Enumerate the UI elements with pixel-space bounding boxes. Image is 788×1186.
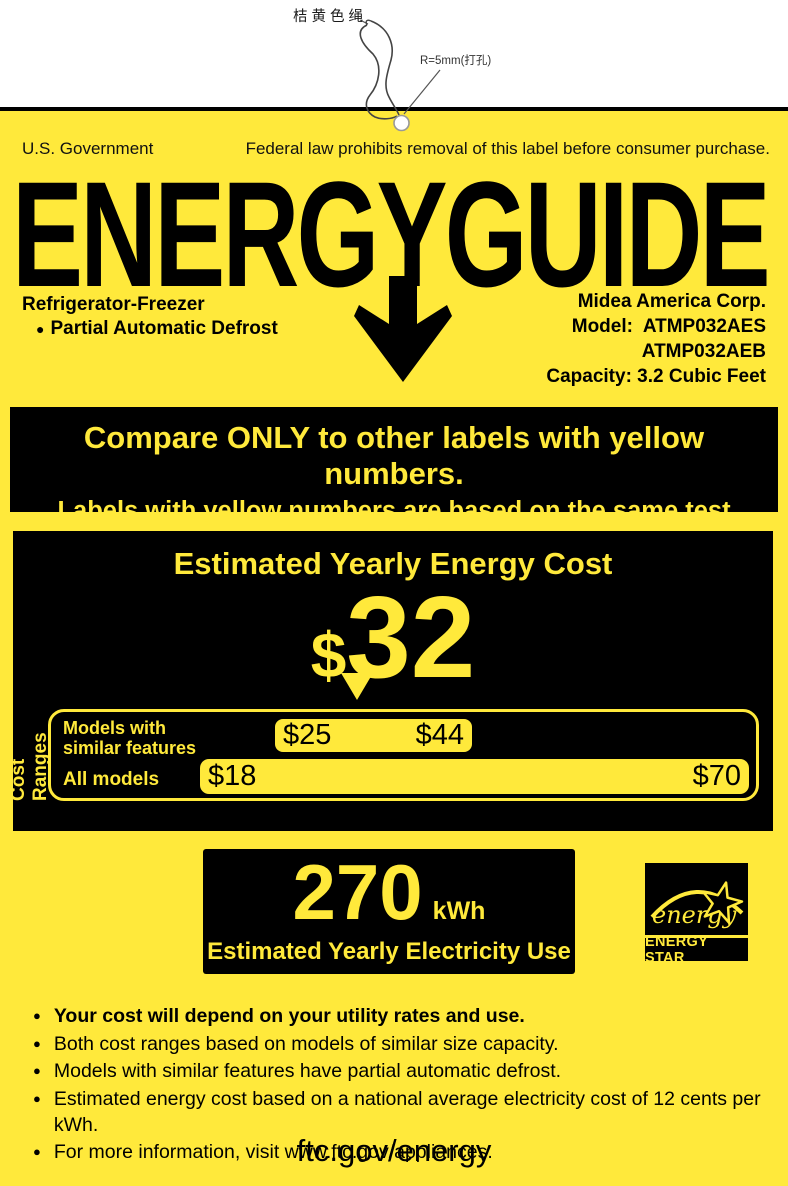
federal-notice-text: Federal law prohibits removal of this la… [245, 139, 770, 158]
electricity-use-panel: 270 kWh Estimated Yearly Electricity Use [203, 849, 575, 974]
hang-string-label: 桔黄色绳 [293, 9, 367, 25]
capacity-text: Capacity: 3.2 Cubic Feet [546, 366, 766, 387]
manufacturer-name: Midea America Corp. [577, 291, 766, 312]
cost-pointer-triangle-icon [341, 673, 373, 700]
similar-models-label: Models with similar features [63, 718, 197, 758]
model-number-1: Model: ATMP032AES [571, 316, 766, 337]
ftc-url: ftc.gov/energy [296, 1133, 492, 1168]
string-cord-left [359, 24, 398, 120]
all-models-range-bar: $18 $70 [200, 759, 749, 794]
kwh-unit: kWh [432, 897, 486, 926]
electricity-use-caption: Estimated Yearly Electricity Use [207, 937, 571, 965]
similar-models-min: $25 [283, 719, 332, 751]
energy-star-logo: energy ENERGY STAR [645, 863, 748, 966]
cost-ranges-box: Models with similar features $25 $44 All… [48, 709, 759, 801]
product-type: Refrigerator-Freezer [22, 294, 205, 315]
bullet-icon: ● [36, 321, 45, 337]
all-models-min: $18 [208, 760, 257, 792]
kwh-value: 270 [292, 848, 423, 937]
electricity-use-value-row: 270 kWh [292, 848, 486, 937]
us-government-text: U.S. Government [22, 139, 154, 158]
yearly-cost-amount: $32 [13, 579, 773, 695]
similar-models-range-bar: $25 $44 [275, 719, 472, 752]
footnote-item: ● Estimated energy cost based on a natio… [33, 1087, 761, 1136]
yearly-cost-panel: Estimated Yearly Energy Cost $32 Cost Ra… [8, 531, 773, 831]
bullet-icon: ● [33, 1144, 41, 1159]
star-icon [701, 881, 744, 924]
bullet-icon: ● [33, 1090, 41, 1106]
hole-dimension-label: R=5mm(打孔) [420, 53, 491, 67]
similar-models-max: $44 [415, 719, 464, 751]
product-type-block: Refrigerator-Freezer ● Partial Automatic … [22, 293, 278, 341]
energy-star-wordmark: ENERGY STAR [645, 934, 748, 966]
energy-guide-label: U.S. Government Federal law prohibits re… [0, 107, 788, 1186]
manufacturer-block: Midea America Corp. Model: ATMP032AES AT… [546, 289, 766, 389]
energy-star-mark-graphic: energy [650, 881, 744, 929]
footnote-item: ● Both cost ranges based on models of si… [33, 1032, 559, 1055]
footnote-item: ● Models with similar features have part… [33, 1060, 562, 1082]
logo-down-arrow-icon [354, 276, 452, 382]
compare-banner: Compare ONLY to other labels with yellow… [10, 407, 778, 554]
footnote-item: ● For more information, visit www.ftc.go… [33, 1141, 493, 1163]
all-models-label: All models [63, 769, 160, 790]
product-feature: Partial Automatic Defrost [50, 318, 278, 339]
bullet-icon: ● [33, 1035, 41, 1051]
dollar-sign: $ [310, 619, 347, 691]
footnote-item: ● Your cost will depend on your utility … [33, 1005, 525, 1027]
bullet-icon: ● [33, 1008, 41, 1023]
bullet-icon: ● [33, 1063, 41, 1078]
model-number-2: ATMP032AEB [641, 341, 766, 362]
cost-ranges-side-label: Cost Ranges [8, 732, 51, 801]
string-cord-right [370, 20, 400, 116]
footnotes-list: ● Your cost will depend on your utility … [33, 1003, 768, 1167]
yearly-cost-title: Estimated Yearly Energy Cost [173, 546, 613, 581]
all-models-max: $70 [692, 760, 741, 792]
compare-banner-line1: Compare ONLY to other labels with yellow… [83, 420, 705, 491]
product-feature-line: ● Partial Automatic Defrost [22, 317, 278, 341]
energy-star-mark: energy [645, 863, 748, 935]
